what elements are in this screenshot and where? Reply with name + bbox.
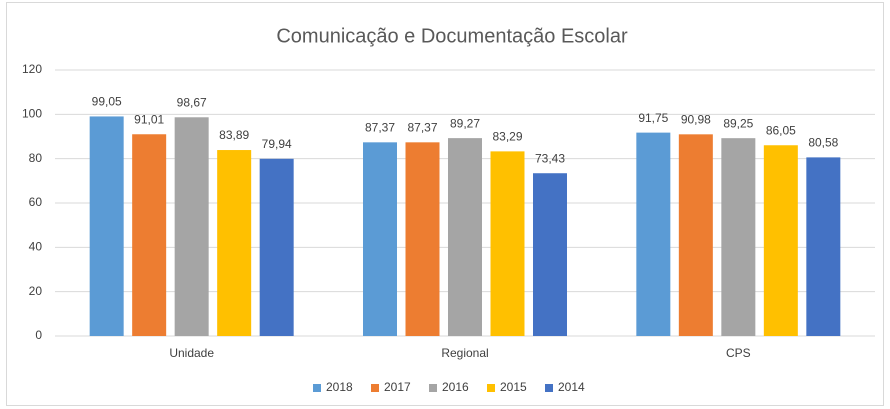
- data-label: 98,67: [177, 95, 207, 109]
- y-tick-label: 60: [29, 195, 43, 209]
- y-tick-label: 20: [29, 284, 43, 298]
- chart-title: Comunicação e Documentação Escolar: [276, 25, 628, 47]
- data-label: 83,89: [219, 128, 249, 142]
- y-tick-label: 100: [22, 107, 42, 121]
- bar: [678, 134, 713, 336]
- legend-label: 2014: [558, 380, 585, 394]
- data-label: 89,27: [450, 116, 480, 130]
- legend-label: 2017: [384, 380, 411, 394]
- data-label: 91,75: [638, 111, 668, 125]
- data-label: 91,01: [134, 112, 164, 126]
- bar: [636, 132, 671, 336]
- x-tick-label: Unidade: [169, 346, 214, 360]
- bar: [217, 150, 252, 336]
- bar: [721, 138, 756, 336]
- bar: [448, 138, 482, 336]
- bar: [363, 142, 397, 336]
- data-label: 99,05: [92, 95, 122, 109]
- data-label: 87,37: [365, 121, 395, 135]
- legend-swatch: [313, 384, 321, 392]
- data-label: 73,43: [535, 151, 565, 165]
- legend-swatch: [545, 384, 553, 392]
- data-label: 83,29: [492, 130, 522, 144]
- bar: [174, 117, 209, 337]
- bar: [405, 142, 440, 336]
- y-tick-label: 120: [22, 62, 42, 76]
- legend-label: 2015: [500, 380, 527, 394]
- bar: [89, 116, 124, 336]
- data-label: 90,98: [681, 112, 711, 126]
- legend-label: 2016: [442, 380, 469, 394]
- x-tick-label: Regional: [441, 346, 488, 360]
- bar: [533, 173, 567, 336]
- legend-label: 2018: [326, 380, 353, 394]
- bar: [259, 158, 294, 336]
- bar: [763, 145, 798, 336]
- y-tick-label: 40: [29, 240, 43, 254]
- bar: [132, 134, 167, 336]
- y-tick-label: 80: [29, 151, 43, 165]
- bar: [490, 151, 525, 336]
- data-label: 86,05: [766, 123, 796, 137]
- legend-swatch: [487, 384, 495, 392]
- x-tick-label: CPS: [726, 346, 751, 360]
- y-tick-label: 0: [35, 328, 42, 342]
- data-label: 89,25: [723, 116, 753, 130]
- data-label: 80,58: [808, 136, 838, 150]
- legend-swatch: [371, 384, 379, 392]
- bar: [806, 157, 841, 336]
- legend-swatch: [429, 384, 437, 392]
- data-label: 79,94: [262, 137, 292, 151]
- data-label: 87,37: [407, 121, 437, 135]
